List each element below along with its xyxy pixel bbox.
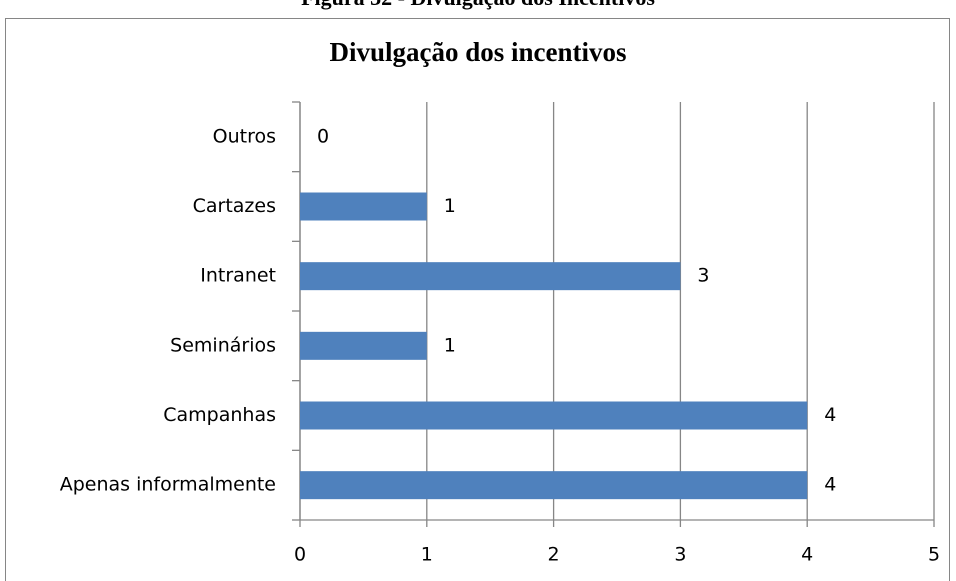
x-tick-label: 0 bbox=[294, 544, 306, 566]
data-label: 4 bbox=[824, 404, 836, 426]
bar bbox=[300, 262, 681, 291]
data-label: 1 bbox=[444, 195, 456, 217]
figure-caption: Figura 32 - Divulgação dos Incentivos bbox=[301, 0, 655, 10]
x-tick-label: 4 bbox=[801, 544, 813, 566]
y-tick-label: Cartazes bbox=[193, 195, 276, 217]
x-tick-label: 2 bbox=[548, 544, 560, 566]
chart-border bbox=[5, 18, 950, 581]
bar bbox=[300, 471, 808, 500]
data-label: 4 bbox=[824, 474, 836, 496]
data-label: 0 bbox=[317, 125, 329, 147]
y-tick-label: Apenas informalmente bbox=[60, 474, 276, 496]
y-tick-label: Seminários bbox=[170, 334, 276, 356]
y-tick-label: Outros bbox=[213, 125, 276, 147]
data-label: 1 bbox=[444, 334, 456, 356]
y-tick-label: Campanhas bbox=[163, 404, 276, 426]
y-tick-label: Intranet bbox=[200, 265, 276, 287]
bar bbox=[300, 401, 808, 430]
bar bbox=[300, 331, 427, 360]
x-tick-label: 3 bbox=[674, 544, 686, 566]
data-label: 3 bbox=[697, 265, 709, 287]
chart-title: Divulgação dos incentivos bbox=[329, 37, 626, 67]
bar bbox=[300, 192, 427, 221]
x-tick-label: 5 bbox=[928, 544, 940, 566]
x-tick-label: 1 bbox=[421, 544, 433, 566]
